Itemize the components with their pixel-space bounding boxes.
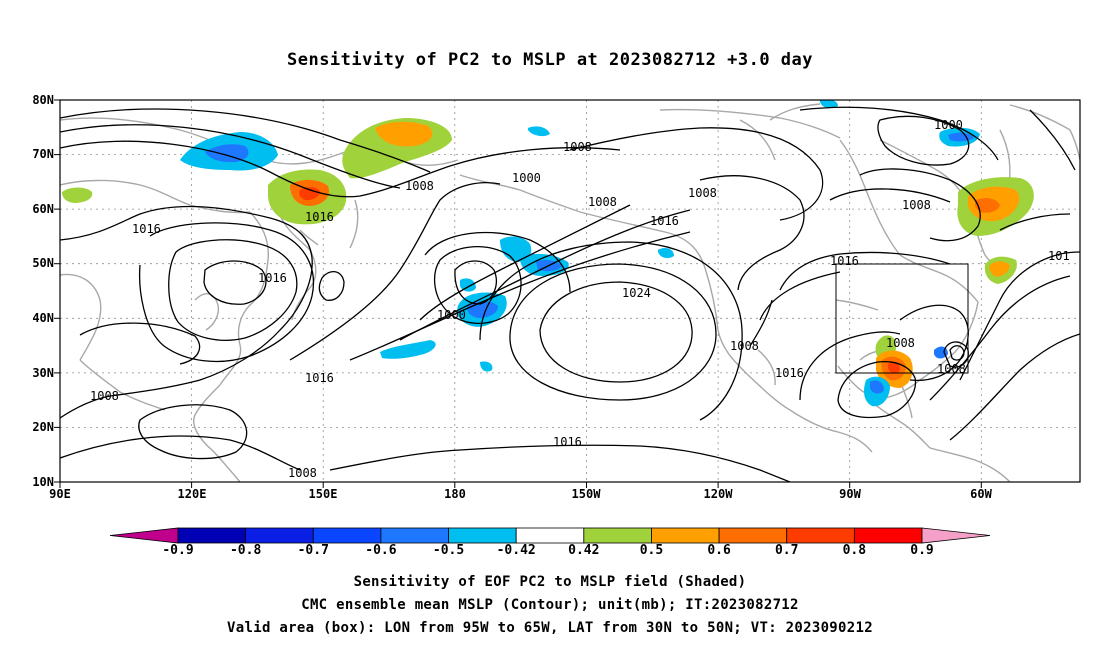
lat-label: 20N	[32, 420, 54, 434]
lon-label: 120E	[177, 487, 207, 501]
contour-label-group: 1008 1008 1016 1016 1016 1008 1008 1000 …	[90, 118, 1070, 480]
colorbar-cell	[380, 527, 449, 544]
colorbar-tick-label: -0.7	[297, 543, 329, 558]
contour-label: 1008	[90, 389, 119, 403]
contour-label: 1000	[437, 308, 466, 322]
contour-label: 1024	[622, 286, 651, 300]
contour-label: 1016	[132, 222, 161, 236]
contour-label: 101	[1048, 249, 1070, 263]
colorbar-cell	[177, 527, 247, 544]
contour-label: 1008	[405, 179, 434, 193]
colorbar-tick-label: -0.5	[432, 543, 465, 558]
lat-label: 60N	[32, 202, 54, 216]
lat-label: 80N	[32, 93, 54, 107]
lat-label: 50N	[32, 256, 54, 270]
map-frame	[59, 99, 1081, 483]
colorbar-tick-label: -0.9	[162, 543, 194, 558]
colorbar-tick-label: -0.6	[365, 543, 397, 558]
lat-label: 10N	[32, 475, 54, 489]
colorbar-tick-label: -0.8	[229, 543, 262, 558]
contour-label: 1008	[688, 186, 717, 200]
contour-label: 1008	[886, 336, 915, 350]
colorbar-cell	[583, 527, 652, 544]
contour-label: 1016	[305, 371, 334, 385]
contour-label: 1000	[934, 118, 963, 132]
colorbar-cell	[853, 527, 923, 544]
lon-label: 150W	[571, 487, 601, 501]
chart-title: Sensitivity of PC2 to MSLP at 2023082712…	[286, 50, 813, 70]
lat-label: 70N	[32, 147, 54, 161]
colorbar-cell	[245, 527, 314, 544]
colorbar-cell	[109, 527, 179, 544]
lat-label: 30N	[32, 366, 54, 380]
colorbar-cell	[718, 527, 788, 544]
lon-label: 180	[444, 487, 466, 501]
lon-label: 150E	[308, 487, 338, 501]
contour-label: 1016	[258, 271, 287, 285]
lon-label: 60W	[970, 487, 992, 501]
colorbar-tick-label: 0.6	[707, 543, 731, 558]
caption-line-1: Sensitivity of EOF PC2 to MSLP field (Sh…	[353, 574, 747, 590]
contour-label: 1016	[553, 435, 582, 449]
mslp-contours	[60, 106, 1080, 482]
contour-label: 1008	[902, 198, 931, 212]
contour-label: 1008	[563, 140, 592, 154]
contour-label: 1016	[775, 366, 804, 380]
contour-label: 1008	[288, 466, 317, 480]
colorbar-cell	[312, 527, 382, 544]
valid-area-box	[835, 263, 969, 374]
colorbar-tick-label: 0.9	[910, 543, 934, 558]
colorbar-tick-label: 0.7	[774, 543, 799, 558]
contour-label: 1016	[650, 214, 679, 228]
contour-label: 1000	[512, 171, 541, 185]
caption-line-2: CMC ensemble mean MSLP (Contour); unit(m…	[301, 597, 799, 613]
colorbar-tick-label: -0.42	[496, 543, 536, 558]
lon-label: 90W	[839, 487, 861, 501]
lon-label: 90E	[49, 487, 71, 501]
colorbar-cell	[786, 527, 855, 544]
colorbar-tick-label: 0.5	[639, 543, 664, 558]
colorbar-cell	[515, 527, 585, 544]
colorbar-cell	[448, 527, 517, 544]
colorbar-tick-label: 0.42	[568, 543, 600, 558]
contour-label: 1008	[730, 339, 759, 353]
caption-line-3: Valid area (box): LON from 95W to 65W, L…	[227, 620, 873, 636]
colorbar-tick-label: 0.8	[842, 543, 867, 558]
lon-label: 120W	[703, 487, 733, 501]
lat-label: 40N	[32, 311, 54, 325]
contour-label: 1008	[588, 195, 617, 209]
colorbar-cell	[651, 527, 720, 544]
colorbar-cell	[921, 527, 991, 544]
contour-label: 1016	[305, 210, 334, 224]
